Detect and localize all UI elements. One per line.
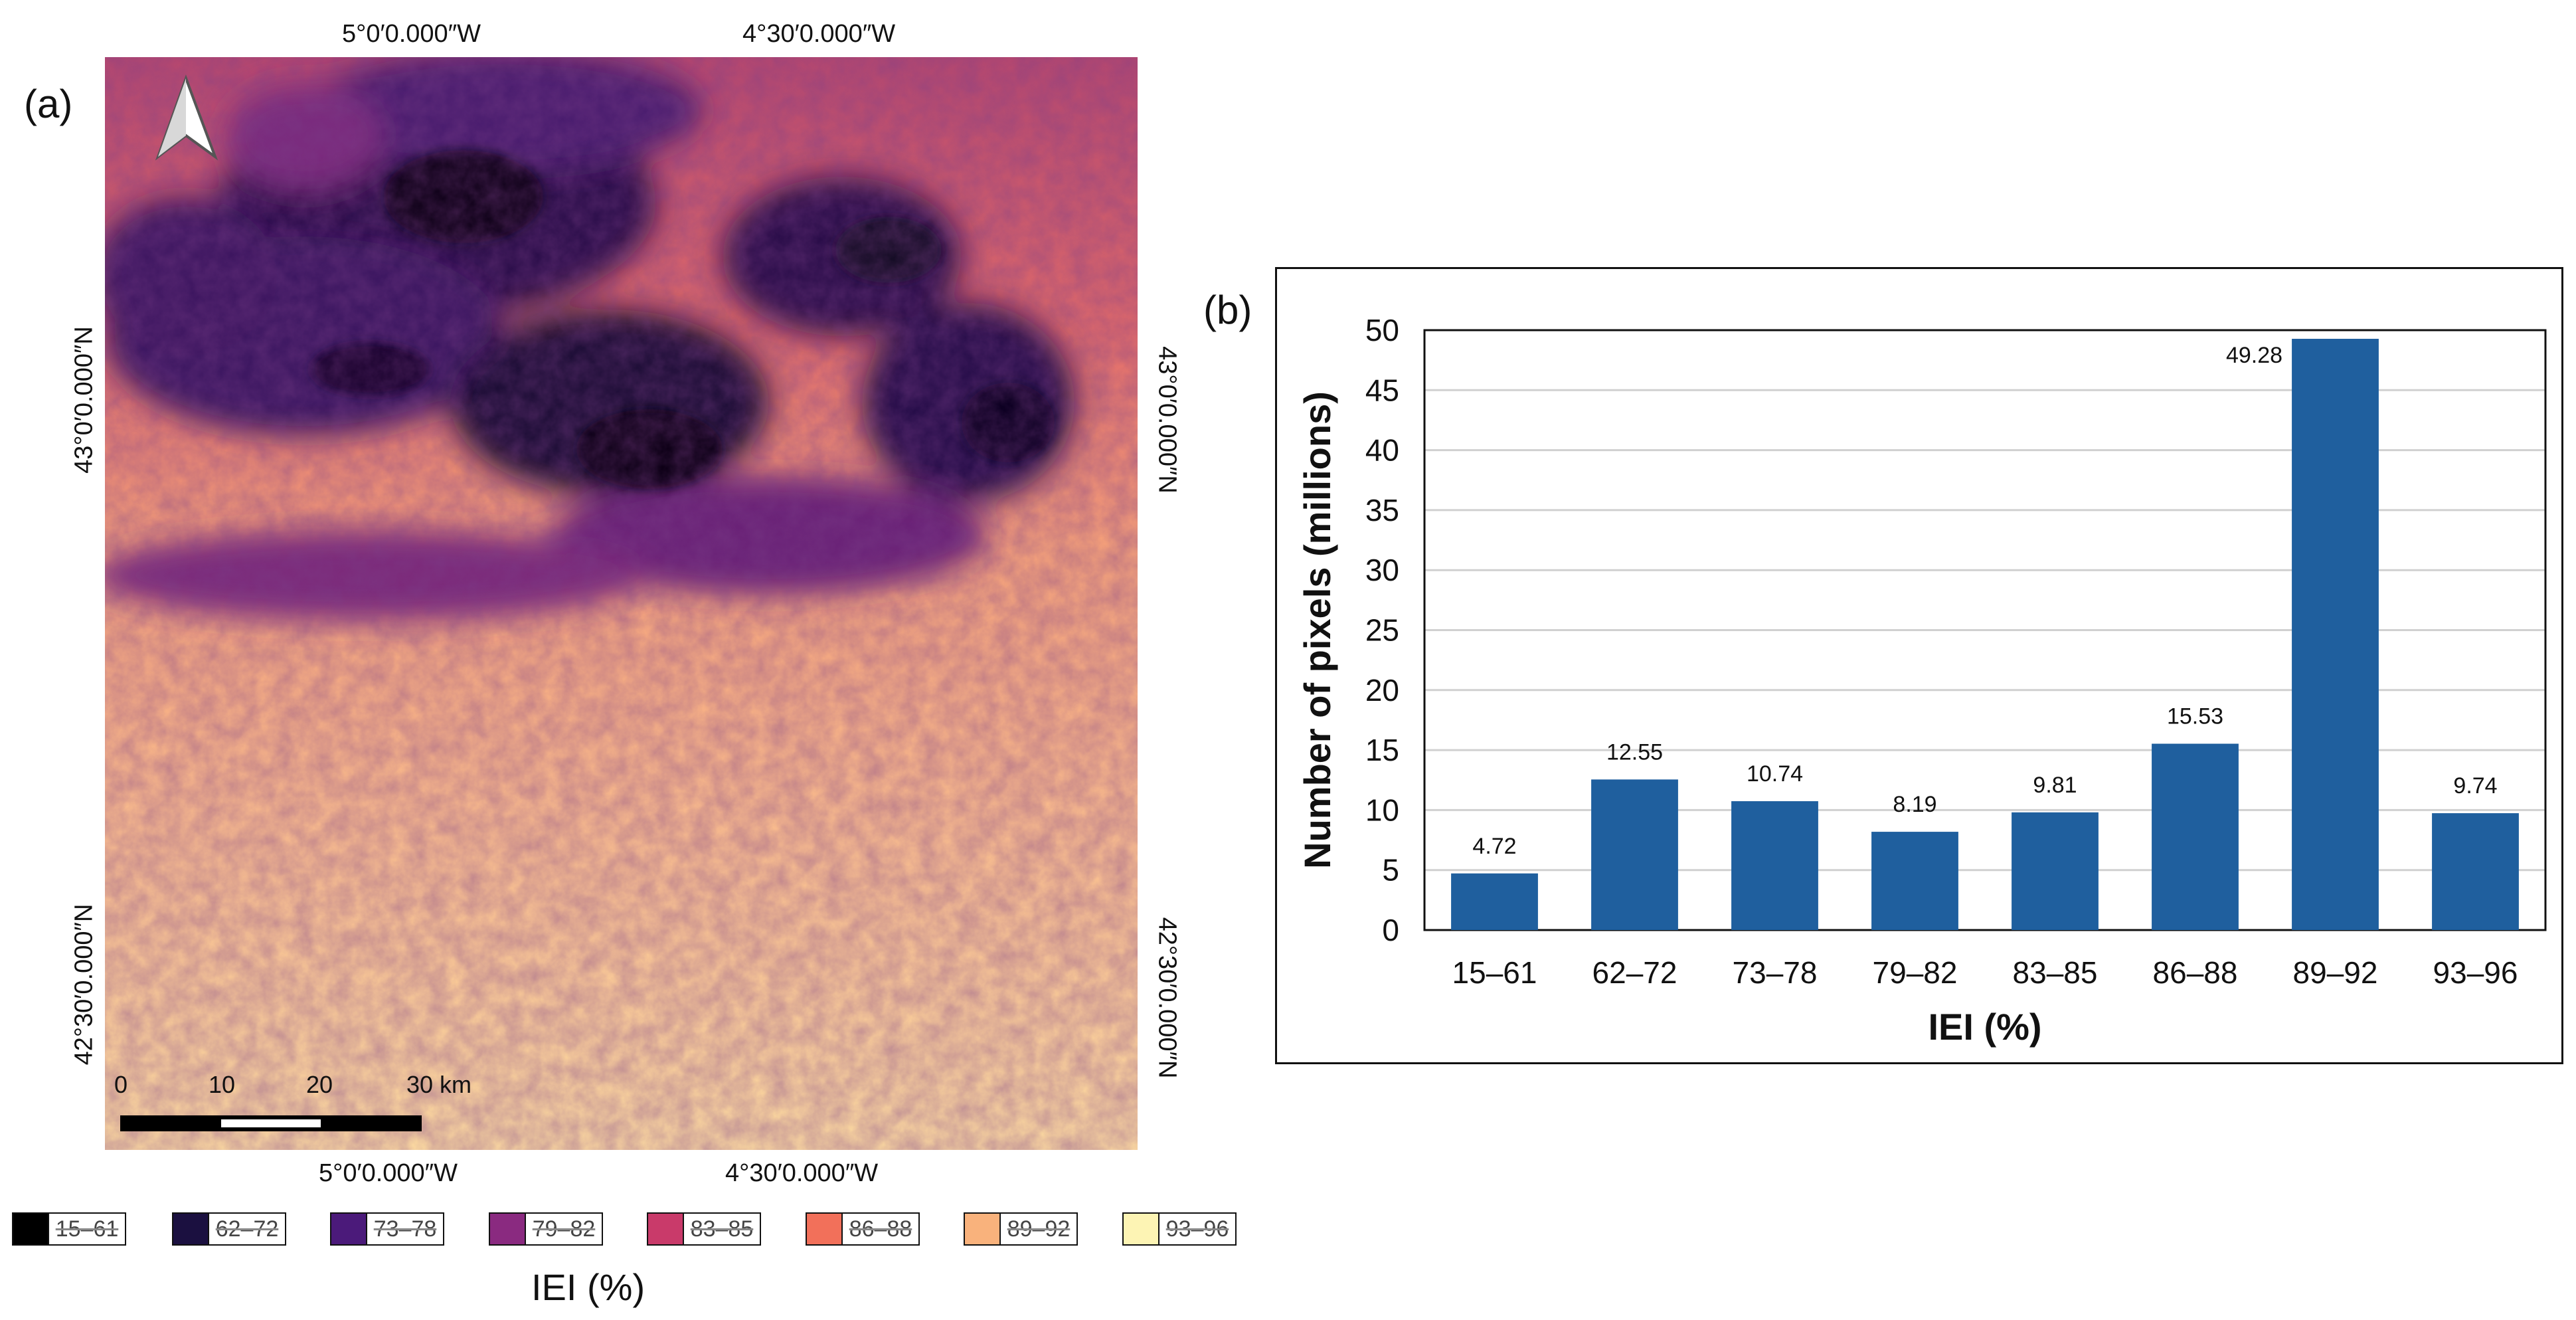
legend-swatch [12,1212,49,1246]
y-tick-label: 40 [1365,433,1399,468]
y-axis-title: Number of pixels (millions) [1296,391,1338,869]
north-arrow-icon [155,74,218,161]
y-tick-label: 10 [1365,793,1399,827]
legend-label: 73–78 [367,1212,444,1246]
map-left-label-4230n: 42°30′0.000″N [70,903,98,1066]
bar [2152,743,2239,930]
map-left-label-43n: 43°0′0.000″N [70,326,98,474]
y-tick-label: 0 [1382,913,1399,947]
scale-label-10: 10 [209,1071,236,1098]
y-tick-label: 50 [1365,313,1399,347]
legend-label: 93–96 [1159,1212,1237,1246]
scale-label-0: 0 [114,1071,128,1098]
legend-label: 79–82 [526,1212,603,1246]
legend-item: 15–61 [12,1212,126,1246]
bar-chart-frame: 0 5 10 15 20 25 30 35 40 45 50 4.72 15–61 12.55 62–72 1… [1275,267,2563,1064]
legend-swatch [806,1212,843,1246]
panel-label-b: (b) [1203,288,1252,332]
bar-data-label: 8.19 [1893,792,1936,817]
legend-item: 73–78 [330,1212,444,1246]
bar-chart: 0 5 10 15 20 25 30 35 40 45 50 4.72 15–61 12.55 62–72 1… [1296,313,2547,1048]
map-top-label-5w: 5°0′0.000″W [342,20,481,48]
iei-map [105,57,1138,1150]
legend-item: 79–82 [489,1212,603,1246]
legend-swatch [489,1212,526,1246]
y-tick-label: 45 [1365,373,1399,407]
x-tick-label: 62–72 [1592,955,1677,990]
y-tick-label: 5 [1382,853,1399,888]
y-tick-label: 30 [1365,553,1399,587]
x-tick-label: 15–61 [1452,955,1537,990]
bar-data-label: 9.74 [2453,773,2497,799]
bar [2432,813,2519,930]
panel-label-a: (a) [24,82,73,126]
legend-label: 89–92 [1001,1212,1078,1246]
y-tick-label: 15 [1365,733,1399,767]
y-tick-label: 25 [1365,613,1399,648]
legend-item: 62–72 [172,1212,286,1246]
legend-swatch [1122,1212,1159,1246]
legend-item: 89–92 [964,1212,1078,1246]
map-bottom-label-430w: 4°30′0.000″W [725,1159,879,1187]
legend-swatch [172,1212,209,1246]
legend-label: 86–88 [843,1212,920,1246]
bar [2012,812,2099,930]
map-top-label-430w: 4°30′0.000″W [742,20,896,48]
legend-title: IEI (%) [531,1266,645,1308]
legend-item: 86–88 [806,1212,920,1246]
legend-label: 62–72 [209,1212,286,1246]
legend-swatch [647,1212,684,1246]
bar [2292,339,2379,931]
x-tick-label: 89–92 [2293,955,2378,990]
y-tick-label: 20 [1365,673,1399,707]
map-right-label-4230n: 42°30′0.000″N [1153,917,1181,1079]
legend-label: 15–61 [49,1212,126,1246]
bar-data-label: 49.28 [2226,343,2282,368]
x-tick-label: 93–96 [2433,955,2518,990]
scale-bar [120,1115,422,1131]
scale-label-20: 20 [306,1071,333,1098]
bar-data-label: 15.53 [2167,704,2223,729]
bar-data-label: 9.81 [2033,773,2077,798]
legend-item: 93–96 [1122,1212,1237,1246]
bar [1871,832,1958,930]
x-tick-label: 86–88 [2153,955,2238,990]
y-tick-label: 35 [1365,493,1399,527]
bar-data-label: 10.74 [1747,761,1803,787]
legend-swatch [330,1212,367,1246]
legend-label: 83–85 [684,1212,761,1246]
legend-item: 83–85 [647,1212,761,1246]
bar [1731,801,1818,930]
scale-label-30km: 30 km [406,1071,472,1098]
bar-data-label: 12.55 [1606,739,1663,765]
x-axis-title: IEI (%) [1928,1006,2041,1048]
bar [1451,873,1538,930]
map-right-label-43n: 43°0′0.000″N [1153,346,1181,494]
bar [1591,779,1678,930]
map-bottom-label-5w: 5°0′0.000″W [319,1159,458,1187]
legend-swatch [964,1212,1001,1246]
bar-data-label: 4.72 [1472,834,1516,859]
x-tick-label: 83–85 [2013,955,2098,990]
x-tick-label: 73–78 [1733,955,1818,990]
plot-area-border [1423,329,2547,931]
x-tick-label: 79–82 [1873,955,1958,990]
